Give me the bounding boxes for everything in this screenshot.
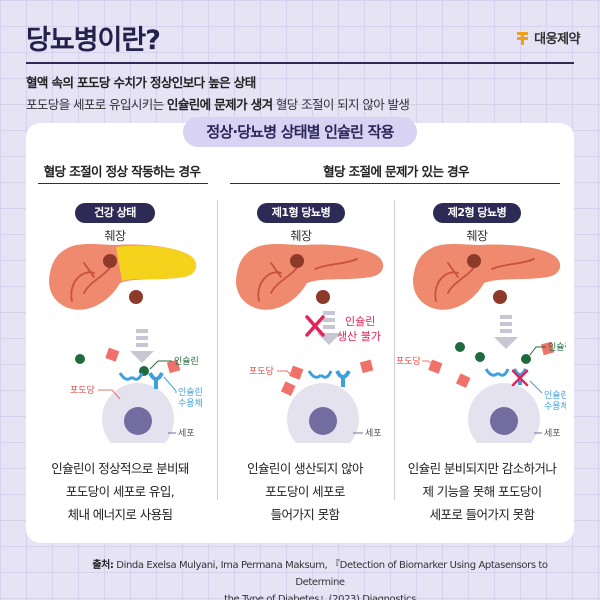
source-line-1: Dinda Exelsa Mulyani, Ima Permana Maksum… [113, 560, 548, 588]
column-divider-1 [217, 200, 218, 500]
source-line-2: the Type of Diabetes』(2023) Diagnostics [224, 594, 416, 600]
no-insulin-label-2: 생산 불가 [337, 330, 381, 343]
glucose-square [428, 359, 443, 374]
type1-desc-line: 포도당이 세포로 [265, 484, 345, 499]
cause-line: 포도당을 세포로 유입시키는 인슐린에 문제가 생겨 혈당 조절이 되지 않아 … [26, 94, 410, 113]
pancreas-label: 췌장 [290, 229, 312, 243]
no-production-x-icon [305, 315, 325, 337]
pancreas-icon [235, 244, 384, 310]
type2-desc-line: 인슐린 분비되지만 감소하거나 [407, 461, 557, 476]
insulin-label: 인슐린 [548, 342, 566, 353]
cell-icon [102, 383, 174, 443]
cell-label: 세포 [544, 428, 561, 439]
glucose-label: 포도당 [396, 356, 421, 367]
type2-diagram: 인슐린 인슐린 수용체 포도당 세포 [396, 244, 566, 443]
insulin-dot [455, 342, 465, 352]
glucose-square [105, 347, 120, 362]
glucose-square [455, 373, 471, 388]
insulin-dot [75, 354, 85, 364]
insulin-dot [475, 352, 485, 362]
type1-diagram: 인슐린 생산 불가 포도당 세포 [235, 244, 384, 443]
cell-label: 세포 [178, 428, 195, 439]
insulin-label: 인슐린 [174, 356, 199, 367]
receptor-label-2: 수용체 [178, 398, 202, 409]
receptor-label-1: 인슐린 [178, 387, 202, 398]
glucose-label: 포도당 [249, 366, 274, 377]
no-insulin-label-1: 인슐린 [345, 315, 375, 328]
receptor-shape [484, 368, 510, 377]
problem-section-heading: 혈당 조절에 문제가 있는 경우 [323, 164, 469, 179]
receptor-label-2: 수용체 [544, 401, 566, 412]
type2-badge: 제2형 당뇨병 [433, 203, 521, 223]
pancreas-icon [48, 244, 197, 310]
arrow-down-icon [130, 329, 154, 363]
blocked-receptor-x-icon [511, 369, 529, 387]
brand-logo-icon [517, 31, 529, 45]
cause-line-post: 혈당 조절이 되지 않아 발생 [272, 97, 410, 112]
pancreas-icon [412, 244, 561, 310]
type2-description: 인슐린 분비되지만 감소하거나 제 기능을 못해 포도당이 세포로 들어가지 못… [392, 457, 572, 526]
type1-badge: 제1형 당뇨병 [257, 203, 345, 223]
type2-desc-line: 제 기능을 못해 포도당이 [422, 484, 542, 499]
source-citation: 출처: Dinda Exelsa Mulyani, Ima Permana Ma… [80, 557, 560, 600]
brand-logo: 대웅제약 [515, 28, 580, 47]
page-title: 당뇨병이란? [26, 25, 161, 56]
pancreas-label: 췌장 [104, 229, 126, 243]
healthy-description: 인슐린이 정상적으로 분비돼 포도당이 세포로 유입, 체내 에너지로 사용됨 [30, 457, 210, 526]
cell-label: 세포 [365, 428, 382, 439]
cell-icon [287, 383, 359, 443]
healthy-badge: 건강 상태 [75, 203, 155, 223]
glucose-square [289, 365, 304, 380]
title-rule [26, 62, 574, 64]
glucose-square [166, 359, 181, 374]
healthy-desc-line: 체내 에너지로 사용됨 [67, 507, 173, 522]
receptor-shape [307, 370, 333, 379]
receptor-shape [148, 372, 164, 381]
glucose-square [540, 341, 555, 356]
cause-line-pre: 포도당을 세포로 유입시키는 [26, 97, 167, 112]
glucose-square [280, 381, 296, 396]
normal-section-rule [38, 183, 208, 184]
normal-section-heading: 혈당 조절이 정상 작동하는 경우 [43, 164, 201, 179]
glucose-square [359, 359, 374, 374]
healthy-diagram: 인슐린 인슐린 수용체 포도당 세포 [48, 244, 202, 443]
cell-icon [468, 383, 540, 443]
type1-description: 인슐린이 생산되지 않아 포도당이 세포로 들어가지 못함 [215, 457, 395, 526]
type1-desc-line: 인슐린이 생산되지 않아 [247, 461, 363, 476]
cause-line-bold: 인슐린에 문제가 생겨 [166, 97, 273, 112]
source-label: 출처: [92, 560, 114, 571]
type1-desc-line: 들어가지 못함 [270, 507, 340, 522]
receptor-shape [512, 368, 528, 377]
comparison-card: 정상·당뇨병 상태별 인슐린 작용 혈당 조절이 정상 작동하는 경우 혈당 조… [26, 117, 574, 543]
card-title: 정상·당뇨병 상태별 인슐린 작용 [183, 117, 417, 147]
type2-desc-line: 세포로 들어가지 못함 [429, 507, 535, 522]
receptor-shape [335, 370, 351, 379]
healthy-desc-line: 포도당이 세포로 유입, [65, 484, 175, 499]
healthy-desc-line: 인슐린이 정상적으로 분비돼 [51, 461, 189, 476]
receptor-shape [118, 372, 144, 381]
definition-line: 혈액 속의 포도당 수치가 정상인보다 높은 상태 [26, 75, 256, 90]
glucose-label: 포도당 [70, 385, 95, 396]
problem-section-rule [230, 183, 560, 184]
insulin-dot [521, 354, 531, 364]
arrow-down-icon [494, 315, 518, 349]
column-divider-2 [394, 200, 395, 500]
brand-name: 대웅제약 [534, 32, 580, 47]
receptor-label-1: 인슐린 [544, 390, 566, 401]
pancreas-label: 췌장 [466, 229, 488, 243]
